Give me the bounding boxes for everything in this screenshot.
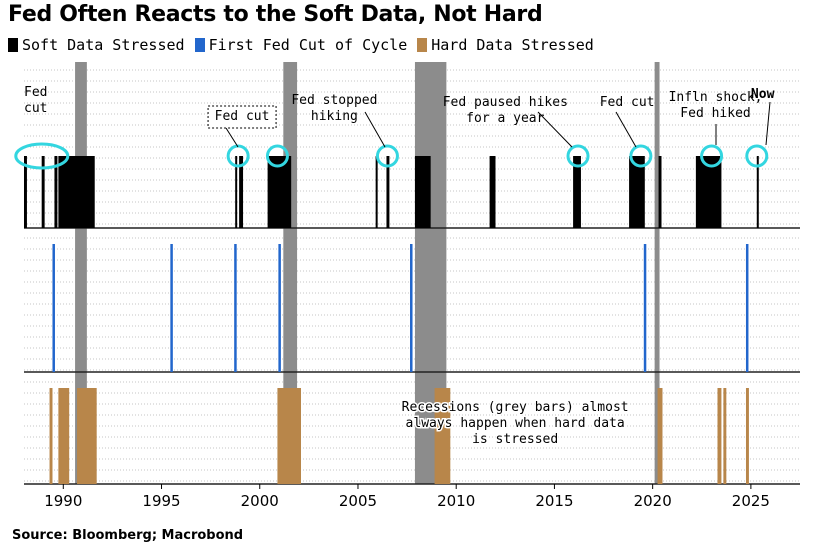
annotation-text: Recessions (grey bars) almost — [402, 400, 629, 415]
hard-data-bar — [77, 388, 97, 484]
soft-data-bar — [756, 156, 759, 228]
x-tick-label: 2005 — [339, 492, 377, 510]
x-tick-label: 2025 — [732, 492, 770, 510]
highlight-circle — [14, 142, 70, 170]
highlight-circle — [629, 144, 653, 168]
hard-data-bar — [717, 388, 722, 484]
highlight-circle — [566, 144, 590, 168]
highlight-circle — [226, 144, 250, 168]
legend-swatch-soft — [8, 38, 18, 52]
hard-data-bar — [434, 388, 451, 484]
soft-data-bar — [375, 156, 378, 228]
annotation-text: Fed hiked — [680, 106, 750, 121]
legend-swatch-hard — [417, 38, 428, 52]
annotation-leader — [765, 101, 771, 146]
soft-data-bar — [239, 156, 244, 228]
annotation-leader — [225, 127, 239, 148]
fed-cut-line — [234, 244, 237, 372]
soft-data-bar — [235, 156, 238, 228]
legend-label-fed-cut: First Fed Cut of Cycle — [208, 36, 408, 54]
hard-data-bar — [657, 388, 663, 484]
x-tick-label: 2010 — [437, 492, 475, 510]
fed-cut-line — [52, 244, 55, 372]
hard-data-bar — [745, 388, 749, 484]
legend-item-hard: Hard Data Stressed — [417, 36, 594, 54]
highlight-circle — [375, 144, 399, 168]
annotation-text: Fed paused hikes — [443, 95, 568, 110]
x-tick-label: 2020 — [634, 492, 672, 510]
annotation-text: Fed cut — [600, 95, 655, 110]
soft-data-bar — [386, 156, 390, 228]
soft-data-bar — [414, 156, 431, 228]
soft-data-bar — [629, 156, 645, 228]
fed-cut-line — [745, 244, 749, 372]
annotation-leader — [364, 111, 386, 148]
annotation-text: cut — [24, 101, 47, 116]
annotation-text: Fed stopped — [291, 93, 377, 108]
soft-data-bar — [58, 156, 95, 228]
x-tick-label: 1990 — [44, 492, 82, 510]
highlight-circle — [700, 144, 724, 168]
soft-data-bar — [267, 156, 292, 228]
chart-title: Fed Often Reacts to the Soft Data, Not H… — [8, 2, 543, 27]
hard-data-bar — [723, 388, 727, 484]
highlight-circle — [265, 144, 289, 168]
soft-data-bar — [41, 156, 45, 228]
annotation-text: Fed — [24, 85, 47, 100]
recession-bar — [654, 62, 660, 484]
hard-data-bar — [277, 388, 302, 484]
legend-item-soft: Soft Data Stressed — [8, 36, 185, 54]
fed-cut-line — [410, 244, 413, 372]
soft-data-bar — [54, 156, 58, 228]
annotation-text: for a year — [466, 111, 544, 126]
fed-cut-line — [170, 244, 173, 372]
legend-label-hard: Hard Data Stressed — [431, 36, 594, 54]
annotation-text: hiking — [311, 109, 358, 124]
x-tick-label: 2000 — [241, 492, 279, 510]
x-tick-label: 1995 — [142, 492, 180, 510]
soft-data-bar — [695, 156, 722, 228]
fed-cut-line — [278, 244, 281, 372]
hard-data-bar — [49, 388, 53, 484]
source-note: Source: Bloomberg; Macrobond — [12, 528, 244, 543]
legend: Soft Data Stressed First Fed Cut of Cycl… — [8, 36, 594, 54]
soft-data-bar — [24, 156, 27, 228]
annotation-leader — [537, 111, 573, 148]
annotation-text: is stressed — [472, 432, 558, 447]
soft-data-bar — [489, 156, 496, 228]
annotation-text: always happen when hard data — [406, 416, 625, 431]
recession-bar — [75, 62, 87, 484]
x-tick-label: 2015 — [535, 492, 573, 510]
annotation-leader — [615, 111, 637, 148]
legend-swatch-fed-cut — [194, 38, 205, 52]
legend-item-fed-cut: First Fed Cut of Cycle — [194, 36, 408, 54]
annotation-text: Now — [751, 87, 775, 102]
soft-data-bar — [573, 156, 581, 228]
annotation-text: Fed cut — [215, 109, 270, 124]
legend-label-soft: Soft Data Stressed — [22, 36, 185, 54]
fed-cut-line — [643, 244, 647, 372]
annotation-text: Infln shock, — [669, 90, 763, 105]
annotation-box — [207, 105, 277, 129]
soft-data-bar — [658, 156, 662, 228]
hard-data-bar — [58, 388, 70, 484]
highlight-circle — [745, 144, 769, 168]
